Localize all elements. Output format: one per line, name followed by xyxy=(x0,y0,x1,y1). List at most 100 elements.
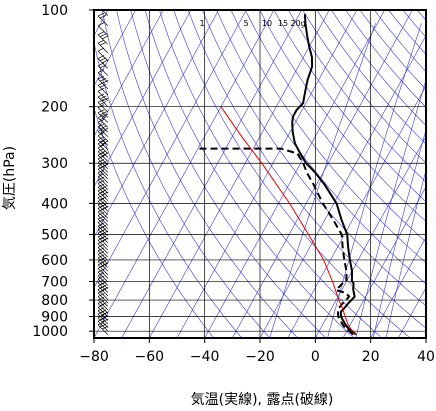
y-tick-label: 900 xyxy=(41,309,68,325)
x-tick-label: −80 xyxy=(79,349,109,365)
series-group xyxy=(198,14,357,336)
wind-barb-flag xyxy=(102,97,109,102)
wind-barb-flag xyxy=(97,12,105,17)
wind-barb-staff xyxy=(97,296,109,307)
isotherm-line xyxy=(259,34,426,338)
wind-barb-staff xyxy=(97,151,109,162)
wind-barb-staff xyxy=(97,65,109,76)
wind-barb xyxy=(97,31,109,45)
wind-barb-flag xyxy=(99,284,107,289)
wind-barb-flag xyxy=(102,79,109,84)
dry-adiabat-line xyxy=(316,10,426,145)
wind-barb-staff xyxy=(97,289,109,300)
wind-barb-staff xyxy=(97,321,109,332)
y-tick-label: 1000 xyxy=(32,324,68,340)
wind-barb-flag xyxy=(99,84,107,88)
wind-barb-staff xyxy=(97,285,109,297)
wind-barb-staff xyxy=(97,282,109,293)
wind-barb-staff xyxy=(97,303,109,314)
wind-barb-staff xyxy=(97,247,109,258)
wind-barb-staff xyxy=(97,147,109,158)
y-tick-label: 500 xyxy=(41,228,68,244)
wind-barb-staff xyxy=(97,313,109,325)
wind-barb xyxy=(97,296,109,311)
wind-barb-flag xyxy=(97,93,105,98)
isotherm-line xyxy=(94,10,275,338)
wind-barb-staff xyxy=(97,72,109,83)
mixing-ratio-label: 15 xyxy=(278,19,288,28)
wind-barb-flag xyxy=(97,279,105,283)
wind-barb-staff xyxy=(97,117,109,128)
dry-adiabat-line xyxy=(101,10,271,338)
dry-adiabat-line xyxy=(173,10,411,338)
wind-barb-flag xyxy=(99,77,107,82)
wind-barb-staff xyxy=(97,102,109,113)
wind-barb-flag xyxy=(97,194,105,199)
isotherm-line xyxy=(204,10,385,338)
wind-barb-staff xyxy=(97,222,109,233)
dry-adiabat-line xyxy=(245,10,426,243)
wind-barb-staff xyxy=(97,211,109,222)
wind-barb-flag xyxy=(97,39,105,44)
wind-barb-flag xyxy=(97,87,105,92)
dry-adiabat-line xyxy=(331,10,426,127)
wind-barb-staff xyxy=(97,292,109,304)
mixing-ratio-line xyxy=(355,79,426,338)
wind-barb-staff xyxy=(97,243,109,254)
wind-barb xyxy=(97,87,109,102)
wind-barb-flag xyxy=(98,3,104,6)
wind-barb-flag xyxy=(99,41,107,46)
wind-barb-staff xyxy=(97,271,109,283)
wind-barb-staff xyxy=(97,122,109,133)
wind-barb-staff xyxy=(97,172,109,183)
isotherm-line xyxy=(94,10,136,87)
wind-barb-staff xyxy=(97,143,109,154)
wind-barb-flag xyxy=(99,101,107,105)
x-tick-label: −60 xyxy=(135,349,165,365)
wind-barb xyxy=(97,99,109,113)
dry-adiabat-line xyxy=(130,10,327,338)
wind-barb-staff xyxy=(97,257,109,268)
isotherm-line xyxy=(94,10,192,188)
wind-barb-staff xyxy=(97,25,109,36)
wind-barb-flag xyxy=(97,31,105,35)
wind-barb xyxy=(97,75,109,90)
wind-barb-staff xyxy=(97,131,109,142)
isotherm-line xyxy=(94,10,164,137)
wind-barb-staff xyxy=(97,179,109,191)
wind-barb-staff xyxy=(97,162,109,173)
dry-adiabat-line xyxy=(187,10,426,329)
wind-barb xyxy=(97,254,109,268)
dry-adiabat-line xyxy=(230,10,426,264)
dry-adiabat-line xyxy=(144,10,355,338)
wind-barb-staff xyxy=(97,250,109,261)
wind-barb-staff xyxy=(97,317,109,328)
y-axis-title: 気圧(hPa) xyxy=(2,146,18,210)
y-tick-label: 400 xyxy=(41,196,68,212)
wind-barb-staff xyxy=(97,218,109,230)
wind-barb-staff xyxy=(97,58,109,69)
mixing-ratio-line xyxy=(372,128,426,338)
y-tick-label: 200 xyxy=(41,100,68,116)
wind-barb-staff xyxy=(97,190,109,201)
wind-barb-flag xyxy=(97,69,105,73)
y-tick-label: 600 xyxy=(41,253,68,269)
wind-barb xyxy=(97,93,109,107)
wind-barb xyxy=(97,180,109,194)
x-tick-label: 40 xyxy=(417,349,435,365)
wind-barb-staff xyxy=(97,225,109,237)
y-tick-label: 100 xyxy=(41,3,68,19)
mixing-ratio-labels: 1 5 10 15 20g xyxy=(199,19,305,28)
wind-barb-staff xyxy=(97,268,109,279)
dry-adiabat-line xyxy=(273,10,426,203)
wind-barb-flag xyxy=(97,22,105,26)
wind-barb-staff xyxy=(97,135,109,146)
mixing-ratio-line xyxy=(385,168,426,338)
wind-barb-staff xyxy=(97,139,109,150)
dewpoint-line xyxy=(198,147,354,336)
wind-barb-staff xyxy=(97,264,109,275)
x-tick-label: −20 xyxy=(245,349,275,365)
wind-barb-flag xyxy=(99,111,107,116)
mixing-ratio-label: 20g xyxy=(290,19,305,28)
